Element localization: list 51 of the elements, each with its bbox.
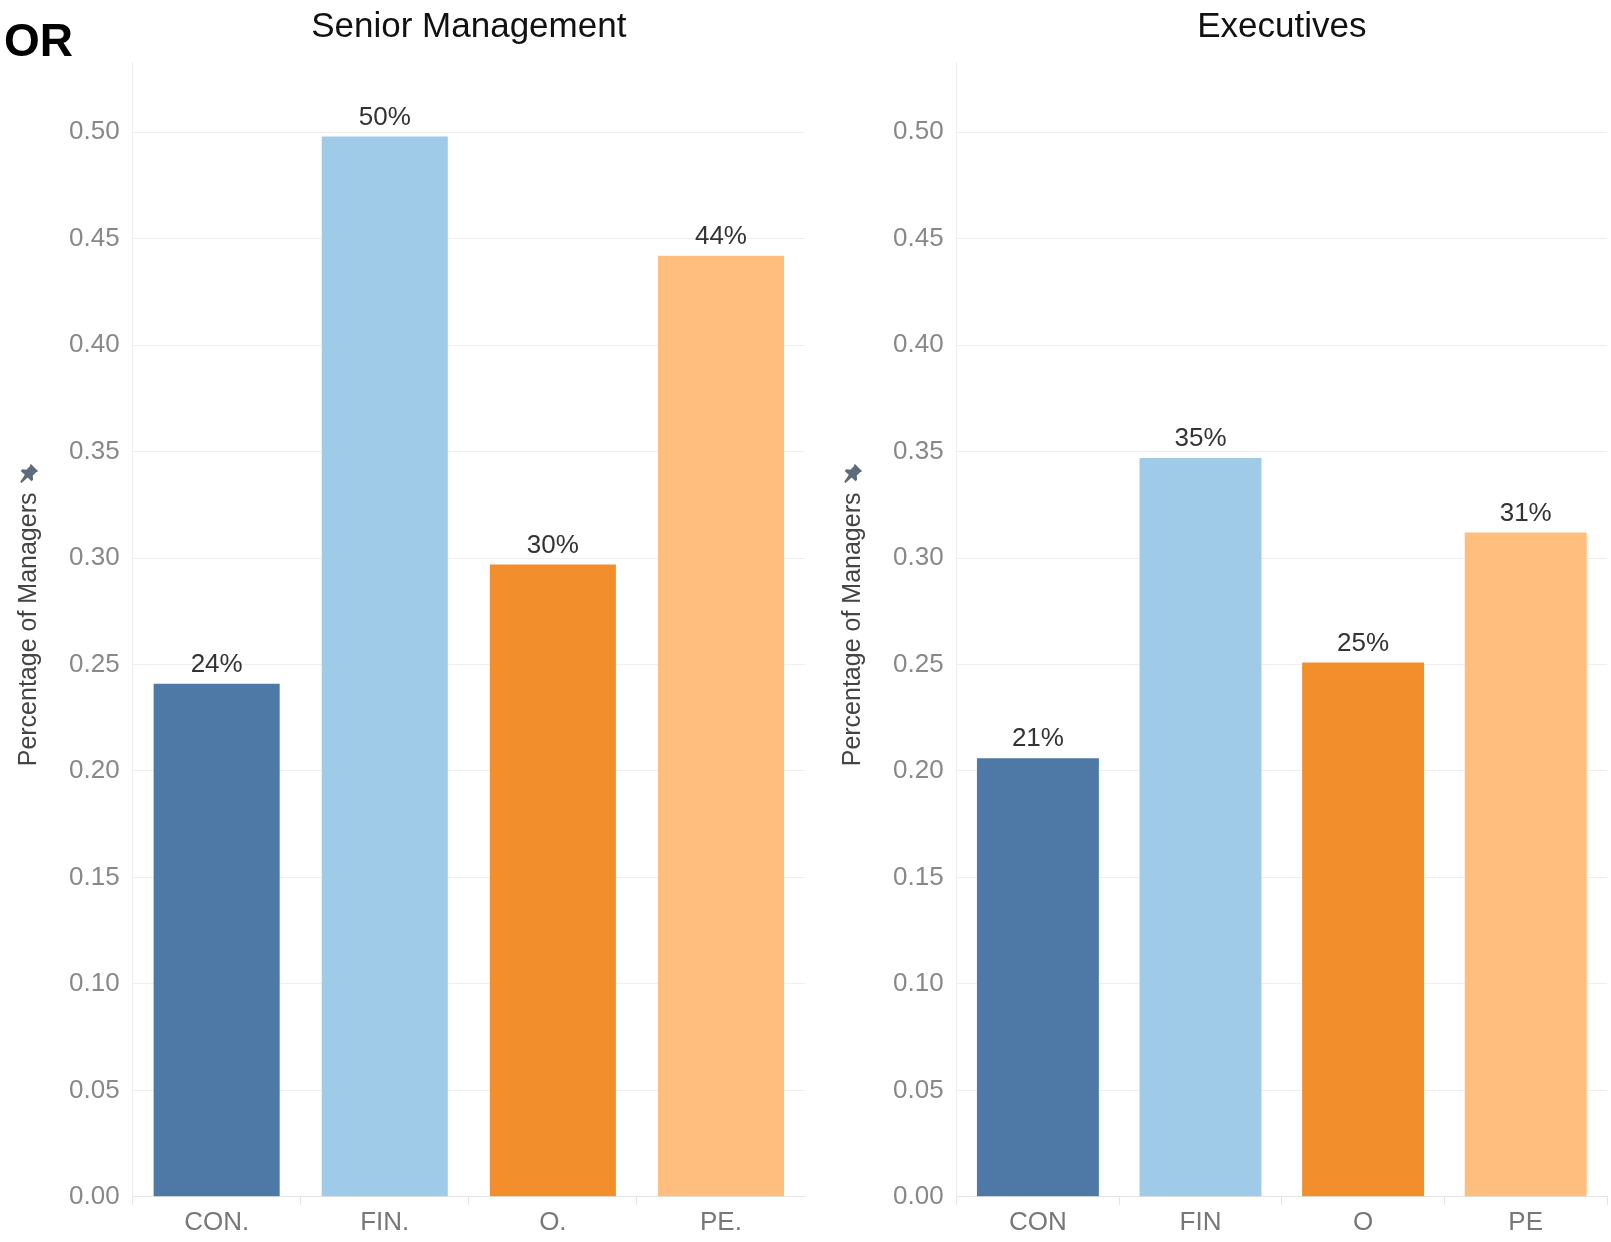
x-tick-label: CON — [1009, 1205, 1067, 1236]
y-tick-label: 0.50 — [68, 115, 120, 146]
x-tick-label: FIN. — [360, 1205, 410, 1236]
bar — [489, 564, 616, 1197]
y-tick-label: 0.15 — [68, 860, 120, 891]
y-tick-label: 0.05 — [68, 1073, 120, 1104]
data-label: 25% — [1337, 626, 1390, 657]
y-tick-label: 0.45 — [892, 221, 944, 252]
x-tick-label: FIN — [1179, 1205, 1222, 1236]
y-tick-label: 0.30 — [892, 541, 944, 572]
text: OR — [4, 14, 73, 66]
y-tick-label: 0.35 — [68, 434, 120, 465]
y-tick-label: 0.50 — [892, 115, 944, 146]
data-label: 24% — [190, 647, 243, 678]
bar — [1139, 458, 1262, 1197]
bar — [976, 758, 1099, 1197]
data-label: 35% — [1174, 422, 1227, 453]
data-label: 31% — [1499, 496, 1552, 527]
bar — [1302, 662, 1425, 1197]
y-tick-label: 0.10 — [68, 967, 120, 998]
data-label: 21% — [1011, 722, 1064, 753]
bar — [1464, 532, 1587, 1197]
y-tick-label: 0.20 — [68, 754, 120, 785]
x-tick-label: O — [1352, 1205, 1374, 1236]
bar — [657, 255, 784, 1197]
bar — [321, 136, 448, 1197]
y-tick-label: 0.30 — [68, 541, 120, 572]
y-tick-label: 0.20 — [892, 754, 944, 785]
y-tick-label: 0.10 — [892, 967, 944, 998]
y-axis-title: Percentage of Managers — [12, 492, 41, 767]
x-tick-label: PE — [1508, 1205, 1544, 1236]
y-tick-label: 0.00 — [892, 1179, 944, 1210]
x-tick-label: O. — [539, 1205, 567, 1236]
data-label: 44% — [694, 219, 747, 250]
y-tick-label: 0.35 — [892, 434, 944, 465]
y-tick-label: 0.40 — [68, 328, 120, 359]
data-label: 30% — [526, 528, 579, 559]
y-tick-label: 0.40 — [892, 328, 944, 359]
y-tick-label: 0.05 — [892, 1073, 944, 1104]
y-tick-label: 0.00 — [68, 1179, 120, 1210]
bar — [153, 683, 280, 1197]
data-label: 50% — [358, 100, 411, 131]
y-tick-label: 0.45 — [68, 221, 120, 252]
y-axis-title: Percentage of Managers — [836, 492, 865, 767]
x-tick-label: CON. — [184, 1205, 250, 1236]
x-tick-label: PE. — [699, 1205, 742, 1236]
chart-title: Senior Management — [311, 4, 627, 44]
y-tick-label: 0.25 — [892, 647, 944, 678]
y-tick-label: 0.15 — [892, 860, 944, 891]
y-tick-label: 0.25 — [68, 647, 120, 678]
chart-title: Executives — [1197, 4, 1367, 44]
